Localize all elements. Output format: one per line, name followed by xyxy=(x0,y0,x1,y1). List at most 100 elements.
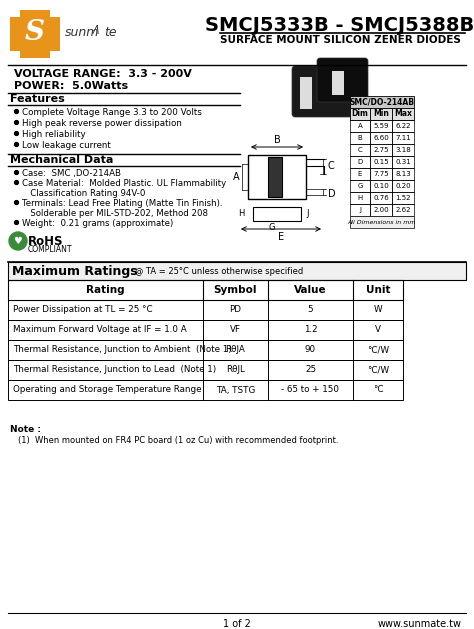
Bar xyxy=(370,144,392,156)
Text: 2.75: 2.75 xyxy=(373,147,389,153)
Text: High reliability: High reliability xyxy=(22,130,86,139)
Text: Note :: Note : xyxy=(10,425,41,434)
Text: C: C xyxy=(328,161,335,171)
Text: Power Dissipation at TL = 25 °C: Power Dissipation at TL = 25 °C xyxy=(13,306,153,314)
Text: Min: Min xyxy=(373,109,389,118)
Bar xyxy=(392,144,414,156)
Text: Weight:  0.21 grams (approximate): Weight: 0.21 grams (approximate) xyxy=(22,219,173,228)
Text: D: D xyxy=(357,159,363,165)
Text: te: te xyxy=(104,26,117,38)
Text: H: H xyxy=(238,209,245,218)
Text: Low leakage current: Low leakage current xyxy=(22,141,111,150)
Bar xyxy=(332,71,344,95)
Text: POWER:  5.0Watts: POWER: 5.0Watts xyxy=(14,81,128,91)
Text: °C/W: °C/W xyxy=(367,345,389,355)
Bar xyxy=(350,132,370,144)
Bar xyxy=(392,156,414,168)
Text: Classification Rating 94V-0: Classification Rating 94V-0 xyxy=(22,189,146,198)
Text: ♥: ♥ xyxy=(14,236,22,246)
Text: RoHS: RoHS xyxy=(28,235,64,248)
Bar xyxy=(10,51,20,58)
Bar xyxy=(50,51,60,58)
Text: Dim: Dim xyxy=(352,109,368,118)
Text: sunm: sunm xyxy=(65,26,100,38)
Text: VF: VF xyxy=(230,325,241,335)
Text: A: A xyxy=(357,123,363,129)
Text: 7.75: 7.75 xyxy=(373,171,389,177)
Text: E: E xyxy=(358,171,362,177)
Text: 5.59: 5.59 xyxy=(373,123,389,129)
Text: B: B xyxy=(273,135,281,145)
Bar xyxy=(350,120,370,132)
Text: 2.62: 2.62 xyxy=(395,207,411,213)
Text: Maximum Forward Voltage at IF = 1.0 A: Maximum Forward Voltage at IF = 1.0 A xyxy=(13,325,187,335)
Bar xyxy=(350,156,370,168)
Text: SMCJ5333B - SMCJ5388B: SMCJ5333B - SMCJ5388B xyxy=(205,16,474,35)
Text: COMPLIANT: COMPLIANT xyxy=(28,245,73,254)
Bar xyxy=(392,192,414,204)
Bar xyxy=(253,207,301,221)
Bar xyxy=(8,360,403,380)
Text: Maximum Ratings: Maximum Ratings xyxy=(12,265,137,277)
Bar xyxy=(350,96,414,108)
Bar xyxy=(8,300,403,320)
Bar xyxy=(8,380,403,400)
Bar xyxy=(300,77,312,109)
Bar xyxy=(248,155,306,199)
Text: PD: PD xyxy=(229,306,241,314)
Text: /\: /\ xyxy=(93,25,100,35)
Text: Symbol: Symbol xyxy=(214,285,257,295)
Text: 5: 5 xyxy=(308,306,313,314)
Text: TA, TSTG: TA, TSTG xyxy=(216,386,255,394)
Bar xyxy=(8,320,403,340)
Circle shape xyxy=(9,232,27,250)
Bar xyxy=(10,10,60,58)
Text: 8.13: 8.13 xyxy=(395,171,411,177)
Bar xyxy=(350,108,370,120)
Text: 3.18: 3.18 xyxy=(395,147,411,153)
Text: 6.60: 6.60 xyxy=(373,135,389,141)
Text: 2.00: 2.00 xyxy=(373,207,389,213)
Text: G: G xyxy=(269,223,275,232)
Text: 0.20: 0.20 xyxy=(395,183,411,189)
Text: 90: 90 xyxy=(305,345,316,355)
Bar xyxy=(370,204,392,216)
Bar xyxy=(350,204,370,216)
Text: VOLTAGE RANGE:  3.3 - 200V: VOLTAGE RANGE: 3.3 - 200V xyxy=(14,69,192,79)
Text: S: S xyxy=(25,18,45,45)
Text: Operating and Storage Temperature Range: Operating and Storage Temperature Range xyxy=(13,386,201,394)
Bar xyxy=(350,180,370,192)
Bar xyxy=(370,156,392,168)
Text: RθJL: RθJL xyxy=(226,365,245,374)
Text: Terminals: Lead Free Plating (Matte Tin Finish).: Terminals: Lead Free Plating (Matte Tin … xyxy=(22,199,222,208)
Text: 1 of 2: 1 of 2 xyxy=(223,619,251,629)
Text: A: A xyxy=(233,172,240,182)
Text: V: V xyxy=(375,325,381,335)
Text: J: J xyxy=(359,207,361,213)
Bar xyxy=(8,262,466,280)
Bar xyxy=(392,132,414,144)
Bar xyxy=(8,340,403,360)
Text: SMC/DO-214AB: SMC/DO-214AB xyxy=(349,97,414,106)
Text: @ TA = 25°C unless otherwise specified: @ TA = 25°C unless otherwise specified xyxy=(135,267,303,276)
Text: °C/W: °C/W xyxy=(367,365,389,374)
Text: °C: °C xyxy=(373,386,383,394)
Text: (1)  When mounted on FR4 PC board (1 oz Cu) with recommended footprint.: (1) When mounted on FR4 PC board (1 oz C… xyxy=(18,436,338,445)
Bar xyxy=(350,168,370,180)
Text: 6.22: 6.22 xyxy=(395,123,411,129)
Text: Thermal Resistance, Junction to Lead  (Note 1): Thermal Resistance, Junction to Lead (No… xyxy=(13,365,216,374)
Text: Value: Value xyxy=(294,285,327,295)
Text: Thermal Resistance, Junction to Ambient  (Note 1): Thermal Resistance, Junction to Ambient … xyxy=(13,345,232,355)
Text: W: W xyxy=(374,306,383,314)
Text: RθJA: RθJA xyxy=(226,345,246,355)
Bar xyxy=(392,120,414,132)
Bar xyxy=(370,192,392,204)
Bar xyxy=(370,108,392,120)
Text: 1.52: 1.52 xyxy=(395,195,411,201)
Bar xyxy=(370,180,392,192)
Text: 1.2: 1.2 xyxy=(304,325,317,335)
Text: 0.31: 0.31 xyxy=(395,159,411,165)
Text: Mechanical Data: Mechanical Data xyxy=(10,155,113,165)
Bar xyxy=(268,157,282,197)
Bar xyxy=(350,192,370,204)
